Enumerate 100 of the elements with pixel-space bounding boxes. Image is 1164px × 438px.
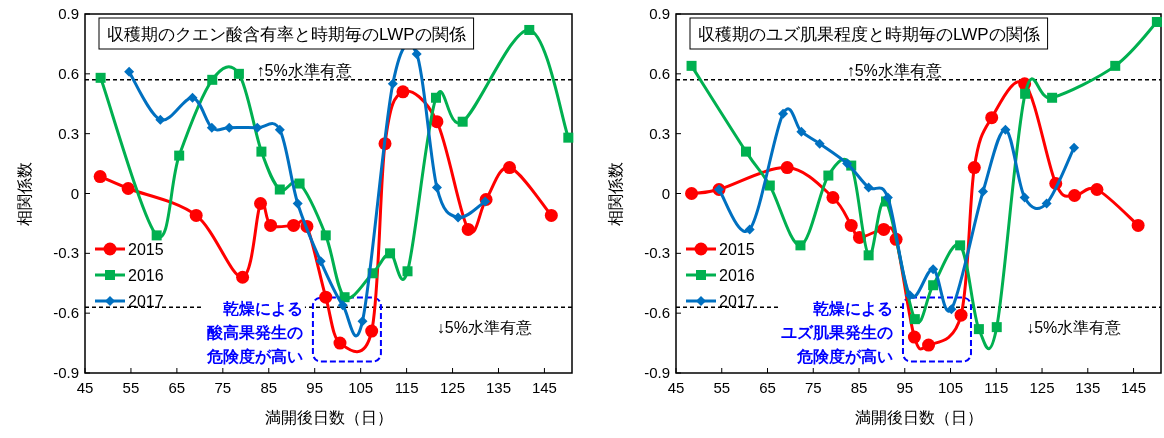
x-tick-label: 135 — [485, 379, 512, 396]
point — [744, 224, 755, 235]
x-tick-label: 115 — [394, 379, 419, 396]
point — [524, 24, 535, 35]
point — [315, 256, 326, 267]
y-tick-label: -0.6 — [644, 304, 670, 322]
point — [686, 60, 697, 71]
point — [124, 66, 135, 77]
ref-line-label: ↓5%水準有意 — [1026, 319, 1122, 337]
point — [453, 212, 464, 223]
point — [877, 222, 891, 236]
point — [206, 122, 217, 133]
point — [357, 316, 368, 327]
legend-label: 2017 — [128, 293, 164, 310]
legend-label: 2015 — [719, 241, 755, 258]
point — [991, 322, 1002, 333]
point — [333, 336, 347, 350]
point — [337, 300, 348, 311]
point — [233, 68, 244, 79]
y-tick-label: -0.3 — [53, 244, 79, 262]
point — [780, 161, 794, 175]
point — [457, 116, 468, 127]
annotation: 危険度が高い — [205, 346, 303, 365]
annotation: 乾燥による — [222, 299, 303, 317]
x-tick-label: 65 — [759, 379, 776, 396]
point — [155, 114, 166, 125]
x-tick-label: 45 — [667, 379, 685, 396]
point — [151, 230, 162, 241]
point — [842, 158, 853, 169]
point — [274, 124, 285, 135]
y-axis-title: 相関係数 — [16, 161, 33, 226]
point — [985, 111, 999, 125]
point — [955, 240, 966, 251]
point — [292, 198, 303, 209]
legend-label: 2016 — [128, 267, 164, 284]
point — [411, 48, 422, 59]
x-tick-label: 135 — [1075, 379, 1101, 396]
point — [978, 186, 989, 197]
point — [365, 324, 379, 338]
point — [1110, 60, 1121, 71]
x-tick-label: 75 — [804, 379, 822, 396]
point — [907, 330, 921, 344]
legend-label: 2015 — [128, 241, 164, 258]
point — [863, 182, 874, 193]
ref-line-label: ↓5%水準有意 — [436, 319, 532, 337]
point — [814, 138, 825, 149]
point — [207, 74, 218, 85]
point — [563, 132, 574, 143]
x-tick-label: 105 — [348, 379, 374, 396]
x-tick-label: 95 — [896, 379, 914, 396]
x-tick-label: 95 — [306, 379, 324, 396]
point — [252, 122, 263, 133]
point — [294, 178, 305, 189]
y-tick-label: 0.6 — [649, 64, 670, 82]
x-tick-label: 85 — [850, 379, 868, 396]
point — [823, 170, 834, 181]
y-tick-label: -0.6 — [53, 304, 79, 322]
point — [1090, 183, 1104, 197]
point — [922, 338, 936, 352]
y-tick-label: -0.9 — [53, 364, 79, 381]
annotation: 乾燥による — [812, 299, 893, 317]
point — [928, 280, 939, 291]
legend-label: 2016 — [719, 267, 755, 284]
x-tick-label: 65 — [168, 379, 186, 396]
point — [1041, 198, 1052, 209]
y-tick-label: 0.9 — [649, 5, 670, 22]
point — [339, 292, 350, 303]
point — [796, 126, 807, 137]
point — [387, 78, 398, 89]
y-axis-title: 相関係数 — [607, 161, 624, 226]
point — [795, 240, 806, 251]
x-tick-label: 125 — [440, 379, 466, 396]
point — [1068, 188, 1082, 202]
x-tick-label: 125 — [1029, 379, 1055, 396]
annotation: 危険度が高い — [795, 346, 893, 365]
x-axis-title: 満開後日数（日） — [854, 409, 983, 426]
point — [1151, 16, 1162, 27]
point — [863, 250, 874, 261]
annotation: ユズ肌果発生の — [780, 323, 893, 341]
y-tick-label: 0.9 — [58, 5, 79, 22]
text: 収穫期のユズ肌果程度と時期毎のLWPの関係 — [698, 25, 1040, 44]
point — [254, 196, 267, 210]
point — [264, 218, 278, 232]
point — [189, 208, 203, 222]
point — [431, 182, 442, 193]
annotation: 酸高果発生の — [206, 322, 303, 341]
point — [973, 324, 984, 335]
ref-line-label: ↑5%水準有意 — [256, 61, 352, 79]
point — [1131, 218, 1145, 232]
point — [844, 218, 858, 232]
point — [319, 290, 333, 304]
text: 収穫期のクエン酸含有率と時期毎のLWPの関係 — [107, 25, 466, 44]
point — [93, 170, 107, 184]
x-tick-label: 145 — [531, 379, 557, 396]
y-tick-label: 0.3 — [58, 124, 79, 142]
point — [904, 290, 915, 301]
point — [121, 182, 135, 196]
y-tick-label: 0.3 — [649, 124, 670, 142]
point — [1019, 192, 1030, 203]
x-tick-label: 105 — [938, 379, 964, 396]
